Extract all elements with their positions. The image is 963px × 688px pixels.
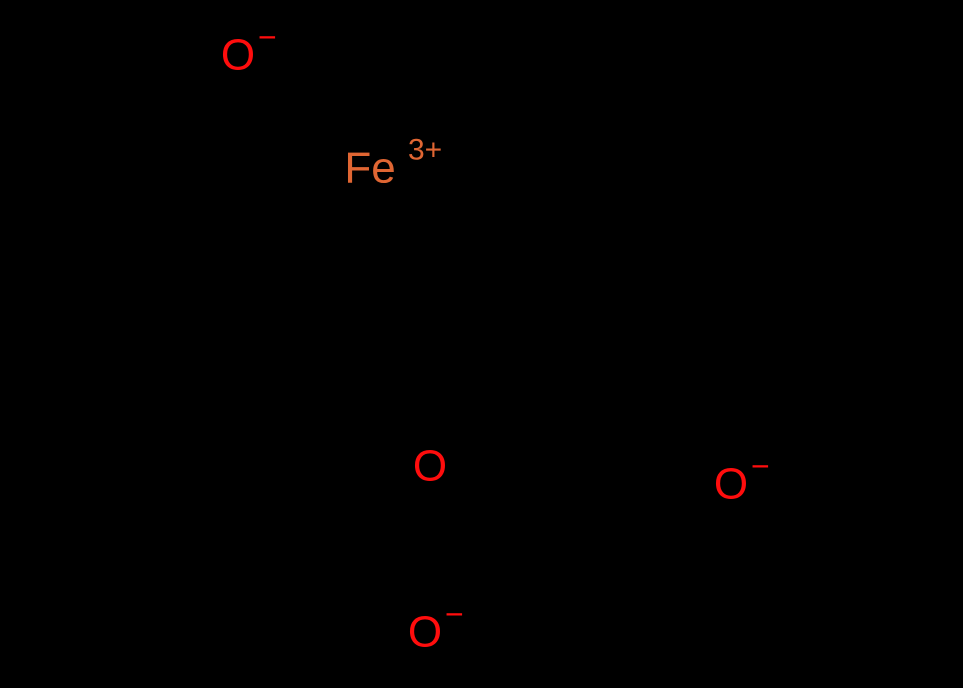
fe-atom: Fe 3+ bbox=[344, 134, 442, 193]
o_center-atom: O bbox=[413, 442, 447, 491]
o_top-charge: − bbox=[258, 19, 277, 55]
o_right-symbol: O bbox=[714, 460, 748, 509]
o_right-charge: − bbox=[751, 448, 770, 484]
fe-charge: 3+ bbox=[408, 134, 442, 167]
o_top-symbol: O bbox=[221, 31, 255, 80]
o_center-symbol: O bbox=[413, 442, 447, 491]
o_bottom-symbol: O bbox=[408, 608, 442, 657]
o_bottom-charge: − bbox=[445, 596, 464, 632]
fe-symbol: Fe bbox=[344, 144, 395, 193]
o_top-atom: O− bbox=[221, 19, 277, 80]
o_right-atom: O− bbox=[714, 448, 770, 509]
